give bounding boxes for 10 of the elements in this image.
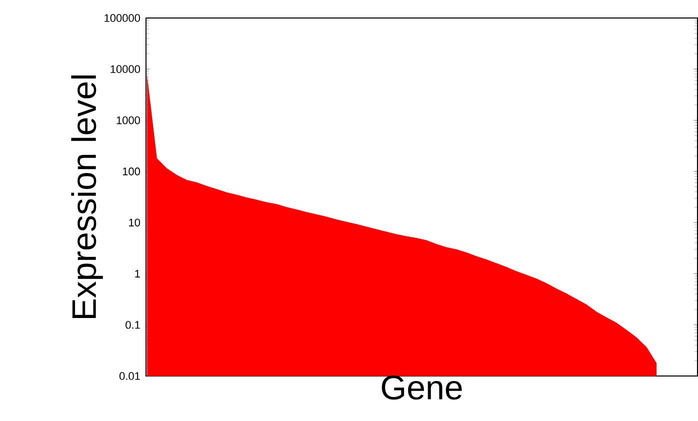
y-tick-label: 1 [135,270,140,278]
y-tick-label: 100000 [104,14,140,22]
y-tick-label: 100 [122,168,140,176]
y-tick-label: 10000 [110,65,140,74]
y-tick-label: 0.1 [126,320,140,329]
y-axis-title: Expression level [71,76,103,318]
y-tick-label: 1000 [116,116,140,124]
y-tick-label: 10 [129,218,140,226]
y-tick-label: 0.01 [119,372,140,380]
x-axis-title: Gene [382,376,462,400]
